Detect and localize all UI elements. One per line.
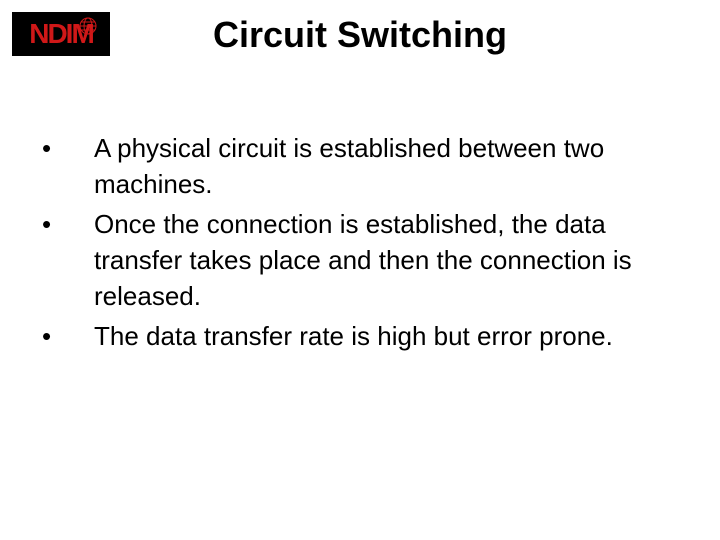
bullet-list: • A physical circuit is established betw… — [36, 130, 684, 354]
bullet-text: A physical circuit is established betwee… — [94, 130, 684, 202]
slide-title: Circuit Switching — [0, 14, 720, 56]
bullet-text: Once the connection is established, the … — [94, 206, 684, 314]
bullet-marker: • — [36, 206, 94, 242]
content-area: • A physical circuit is established betw… — [36, 130, 684, 358]
bullet-marker: • — [36, 130, 94, 166]
list-item: • The data transfer rate is high but err… — [36, 318, 684, 354]
list-item: • Once the connection is established, th… — [36, 206, 684, 314]
bullet-text: The data transfer rate is high but error… — [94, 318, 684, 354]
list-item: • A physical circuit is established betw… — [36, 130, 684, 202]
bullet-marker: • — [36, 318, 94, 354]
